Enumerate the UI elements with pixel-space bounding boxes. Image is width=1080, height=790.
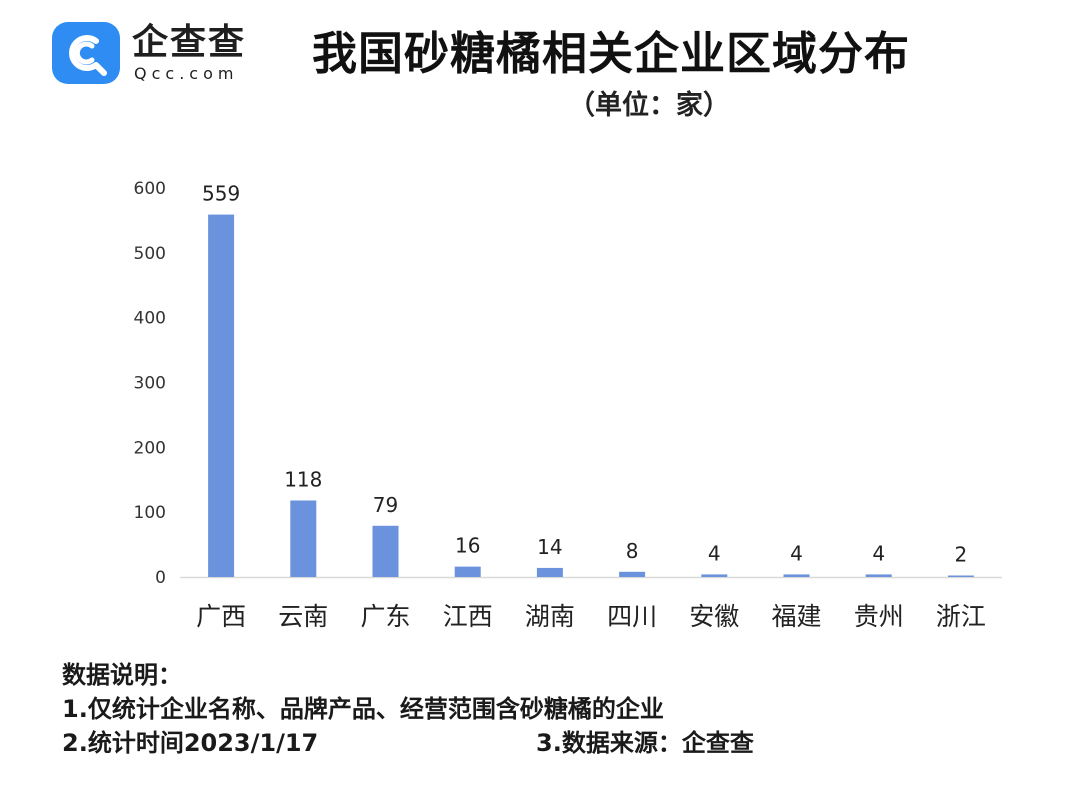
bar-value-label: 4 — [708, 541, 721, 565]
y-tick-label: 500 — [134, 244, 166, 264]
y-tick-label: 400 — [134, 309, 166, 329]
y-tick-label: 200 — [134, 438, 166, 458]
bar-value-label: 4 — [872, 541, 885, 565]
bar — [619, 571, 646, 577]
x-tick-label: 广西 — [196, 602, 246, 631]
x-tick-label: 江西 — [443, 602, 493, 631]
y-tick-label: 600 — [134, 179, 166, 199]
bar — [290, 500, 317, 577]
bar — [865, 574, 892, 577]
x-tick-label: 四川 — [607, 602, 657, 631]
bar — [536, 567, 563, 577]
bar-value-label: 4 — [790, 541, 803, 565]
bar — [701, 574, 728, 577]
note-scope: 1.仅统计企业名称、品牌产品、经营范围含砂糖橘的企业 — [62, 695, 664, 723]
y-tick-label: 0 — [155, 568, 166, 588]
bar-value-label: 118 — [284, 467, 322, 491]
notes-heading: 数据说明： — [62, 661, 182, 689]
bar-value-label: 79 — [373, 493, 398, 517]
note-date: 2.统计时间2023/1/17 — [62, 729, 319, 757]
bar — [454, 566, 481, 577]
bar-value-label: 14 — [537, 535, 562, 559]
bar — [372, 525, 399, 577]
x-tick-label: 云南 — [278, 602, 328, 631]
bar — [208, 214, 235, 577]
y-tick-label: 300 — [134, 374, 166, 394]
chart-title: 我国砂糖橘相关企业区域分布 — [312, 27, 911, 80]
bar — [947, 575, 974, 577]
unit-label: （单位：家） — [568, 90, 730, 121]
bar-chart: 0 100 200 300 400 500 600 559 118 79 16 14 8 4 4 4 2 广西… — [134, 179, 1002, 631]
bar — [783, 574, 810, 577]
y-axis: 0 100 200 300 400 500 600 — [134, 179, 166, 588]
x-tick-label: 浙江 — [936, 602, 986, 631]
x-tick-label: 福建 — [771, 602, 821, 631]
bar-value-label: 2 — [955, 543, 968, 567]
brand-name-en: Qcc.com — [134, 64, 239, 83]
bar-group — [208, 214, 974, 577]
qcc-logo: 企查查 Qcc.com — [52, 22, 282, 84]
x-tick-label: 贵州 — [854, 602, 904, 631]
x-tick-label: 湖南 — [525, 602, 575, 631]
x-tick-label: 广东 — [360, 602, 410, 631]
qcc-magnifier-logo-icon — [52, 22, 120, 84]
note-source: 3.数据来源：企查查 — [536, 729, 754, 757]
value-labels: 559 118 79 16 14 8 4 4 4 2 — [202, 182, 967, 567]
y-tick-label: 100 — [134, 503, 166, 523]
brand-name-cn: 企查查 — [132, 22, 247, 63]
bar-value-label: 16 — [455, 534, 480, 558]
bar-value-label: 559 — [202, 182, 240, 206]
data-notes: 数据说明： 1.仅统计企业名称、品牌产品、经营范围含砂糖橘的企业 2.统计时间2… — [62, 658, 1022, 760]
bar-value-label: 8 — [626, 539, 639, 563]
x-axis: 广西 云南 广东 江西 湖南 四川 安徽 福建 贵州 浙江 — [196, 602, 986, 631]
x-tick-label: 安徽 — [689, 602, 739, 631]
note-date-source-row: 2.统计时间2023/1/17 3.数据来源：企查查 — [62, 726, 1022, 760]
